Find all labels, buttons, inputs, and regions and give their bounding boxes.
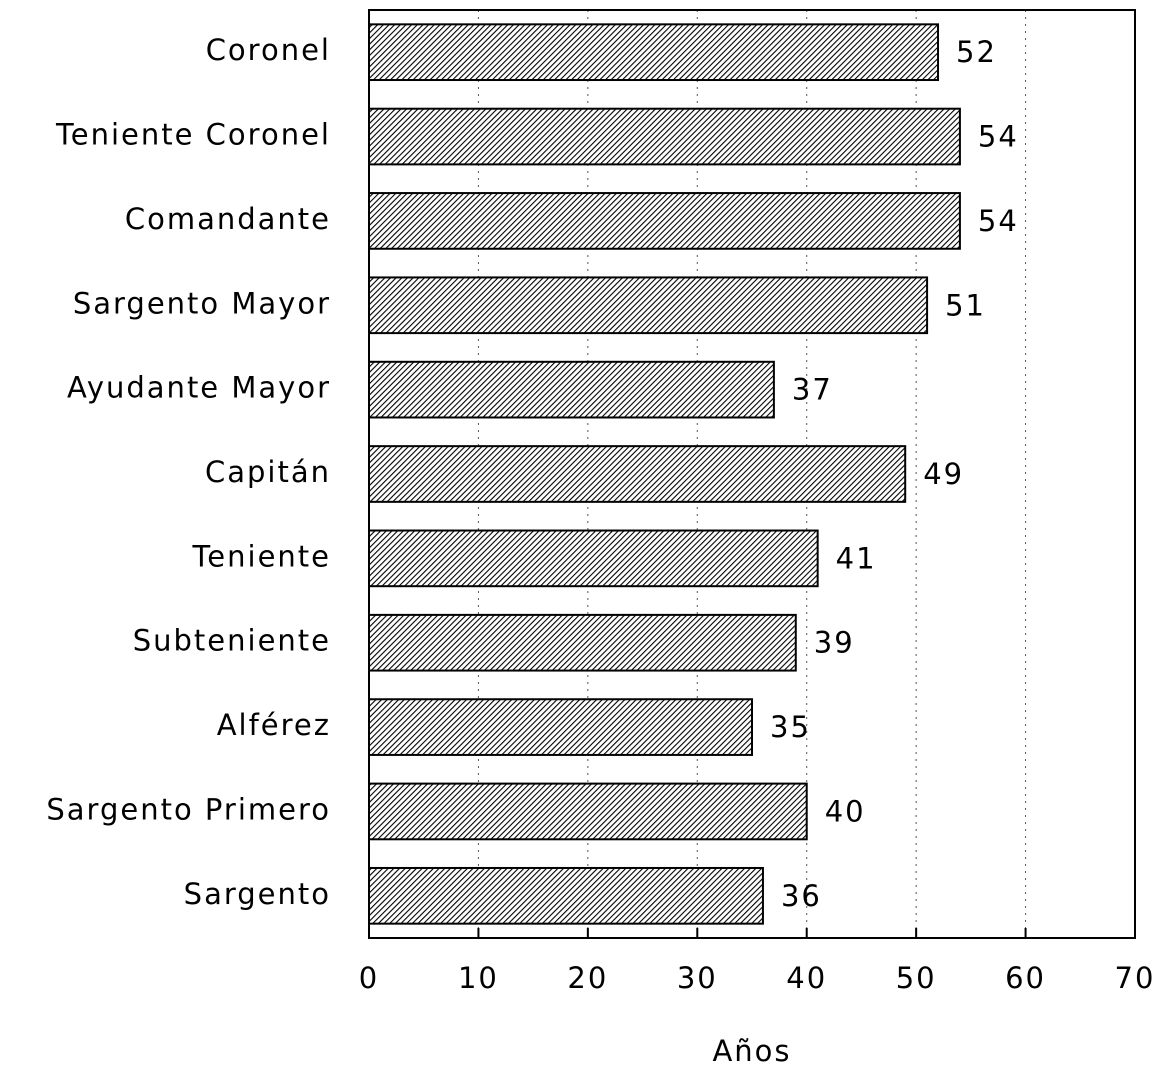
x-tick-label: 10 [458, 961, 499, 995]
y-tick-label: Teniente Coronel [55, 118, 331, 152]
bar [368, 276, 929, 335]
y-tick-label: Sargento Primero [46, 792, 331, 826]
y-tick-label: Comandante [125, 202, 331, 236]
bar [368, 360, 775, 419]
data-label: 54 [978, 120, 1019, 154]
y-tick-label: Sargento [184, 877, 331, 911]
bar [368, 782, 808, 841]
data-label: 37 [792, 373, 833, 407]
data-label: 41 [836, 541, 877, 575]
data-label: 49 [923, 457, 964, 491]
bar [368, 866, 764, 925]
bar [368, 445, 907, 503]
y-tick-label: Coronel [206, 33, 331, 67]
y-tick-label: Sargento Mayor [73, 286, 331, 320]
x-tick-label: 70 [1115, 961, 1156, 995]
x-tick-label: 20 [567, 961, 608, 995]
y-tick-label: Teniente [192, 539, 332, 573]
y-tick-label: Capitán [205, 455, 331, 489]
x-tick-label: 50 [896, 961, 937, 995]
bar [368, 23, 940, 82]
x-tick-label: 0 [359, 961, 379, 995]
data-label: 51 [945, 288, 986, 322]
data-label: 54 [978, 204, 1019, 238]
y-tick-label: Ayudante Mayor [67, 371, 331, 405]
data-label: 52 [956, 35, 997, 69]
x-tick-label: 30 [677, 961, 718, 995]
y-tick-label: Alférez [217, 708, 331, 742]
bar [368, 529, 819, 588]
data-label: 36 [781, 879, 822, 913]
data-label: 35 [770, 710, 811, 744]
data-label: 40 [825, 794, 866, 828]
x-axis-label: Años [712, 1034, 791, 1068]
bar [368, 107, 961, 166]
x-tick-label: 40 [786, 961, 827, 995]
x-tick-label: 60 [1005, 961, 1046, 995]
bar [368, 698, 753, 756]
data-label: 39 [814, 626, 855, 660]
bar [368, 613, 797, 672]
y-tick-label: Subteniente [133, 624, 331, 658]
bar [368, 192, 961, 250]
